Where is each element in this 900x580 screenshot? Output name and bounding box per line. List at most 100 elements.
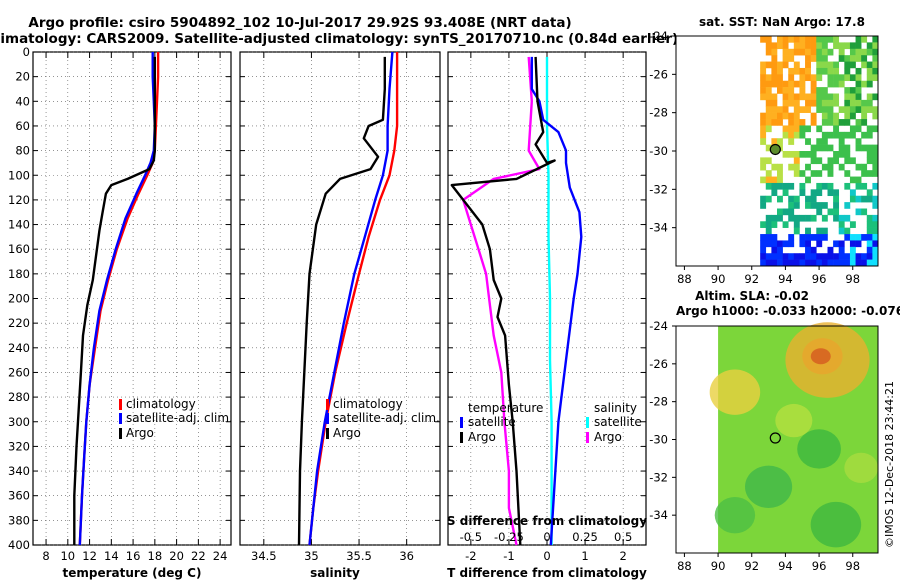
sst-cell: [799, 189, 806, 197]
sst-cell: [855, 36, 862, 43]
ytick-label: 240: [8, 341, 30, 355]
sst-cell: [838, 246, 845, 254]
sst-cell: [782, 208, 789, 216]
map-ytick-label: -26: [649, 357, 668, 371]
sst-cell: [821, 61, 828, 69]
sst-cell: [793, 36, 800, 43]
sst-cell: [866, 221, 873, 228]
sla-blob: [745, 465, 793, 508]
sst-cell: [771, 221, 778, 228]
sst-cell: [844, 227, 851, 235]
xtick-label: 0: [543, 549, 550, 563]
sst-cell: [799, 48, 806, 56]
sst-cell: [855, 106, 862, 113]
sst-cell: [782, 182, 789, 190]
sst-cell: [821, 112, 828, 120]
sst-cell: [765, 106, 772, 113]
sst-cell: [816, 240, 823, 248]
sst-cell: [861, 234, 868, 241]
sst-cell: [838, 151, 845, 158]
sst-cell: [855, 55, 862, 62]
sst-cell: [866, 42, 873, 50]
sst-cell: [760, 176, 767, 184]
sst-cell: [771, 234, 778, 241]
sst-cell: [760, 163, 767, 171]
sst-cell: [816, 67, 823, 75]
sst-cell: [788, 125, 795, 133]
sst-cell: [872, 246, 879, 254]
map-ytick-label: -34: [649, 508, 668, 522]
sst-cell: [799, 74, 806, 82]
sst-cell: [816, 170, 823, 177]
sst-cell: [805, 36, 811, 43]
sst-cell: [771, 240, 778, 248]
ytick-label: 20: [15, 70, 30, 84]
sst-cell: [793, 195, 800, 203]
sst-cell: [827, 80, 834, 88]
sst-cell: [771, 93, 778, 101]
sst-cell: [777, 80, 783, 88]
sst-cell: [861, 163, 868, 171]
sst-cell: [799, 93, 806, 101]
sst-cell: [793, 119, 800, 126]
sst-cell: [788, 151, 795, 158]
sst-cell: [793, 170, 800, 177]
sst-cell: [866, 93, 873, 101]
sst-cell: [821, 106, 828, 113]
sst-cell: [771, 48, 778, 56]
sst-map-title: sat. SST: NaN Argo: 17.8: [699, 15, 865, 29]
xtick-label: 36: [399, 549, 414, 563]
sst-cell: [872, 240, 879, 248]
sst-cell: [872, 234, 879, 241]
sst-cell: [793, 106, 800, 113]
sst-map: sat. SST: NaN Argo: 17.8 -24 -26 -28 -30 -32…: [649, 15, 879, 286]
sst-cell: [793, 157, 800, 165]
sst-cell: [833, 99, 840, 107]
sst-cell: [861, 112, 868, 120]
sst-cell: [866, 48, 873, 56]
sst-cell: [861, 106, 868, 113]
sst-cell: [838, 42, 845, 50]
sst-cell: [872, 112, 879, 120]
ytick-label: 360: [8, 489, 30, 503]
sst-cell: [782, 106, 789, 113]
sst-cell: [777, 74, 783, 82]
sst-cell: [866, 151, 873, 158]
sst-cell: [833, 80, 840, 88]
sst-cell: [788, 80, 795, 88]
sst-cell: [872, 221, 879, 228]
sst-cell: [793, 48, 800, 56]
sst-cell: [799, 214, 806, 222]
sst-cell: [777, 208, 783, 216]
sst-cell: [793, 112, 800, 120]
map-ytick-label: -30: [649, 144, 668, 158]
sst-cell: [866, 131, 873, 139]
sst-cell: [760, 259, 767, 267]
sst-cell: [849, 61, 856, 69]
xtick-label: 24: [213, 549, 228, 563]
sst-cell: [827, 48, 834, 56]
temperature-panel: 0 20 40 60 80 100 120 140 160 180 200 220 240 260 280 3…: [8, 45, 233, 580]
sla-map: Altim. SLA: -0.02 Argo h1000: -0.033 h20…: [649, 289, 900, 573]
sla-blob: [709, 369, 761, 415]
map-ytick-label: -30: [649, 433, 668, 447]
ytick-label: 320: [8, 439, 30, 453]
sst-cell: [855, 182, 862, 190]
legend-swatch-red: [326, 399, 329, 410]
sst-cell: [849, 259, 856, 267]
sst-cell: [827, 131, 834, 139]
xtick-label: 12: [82, 549, 97, 563]
sst-cell: [765, 227, 772, 235]
sst-cell: [827, 208, 834, 216]
sst-cell: [844, 93, 851, 101]
ytick-label: 120: [8, 193, 30, 207]
sst-cell: [866, 214, 873, 222]
sst-cell: [844, 157, 851, 165]
ytick-label: 220: [8, 316, 30, 330]
map-ytick-label: -28: [649, 106, 668, 120]
sst-cell: [855, 67, 862, 75]
sst-cell: [821, 227, 828, 235]
sst-cell: [799, 131, 806, 139]
sst-cell: [855, 195, 862, 203]
sst-cell: [788, 74, 795, 82]
